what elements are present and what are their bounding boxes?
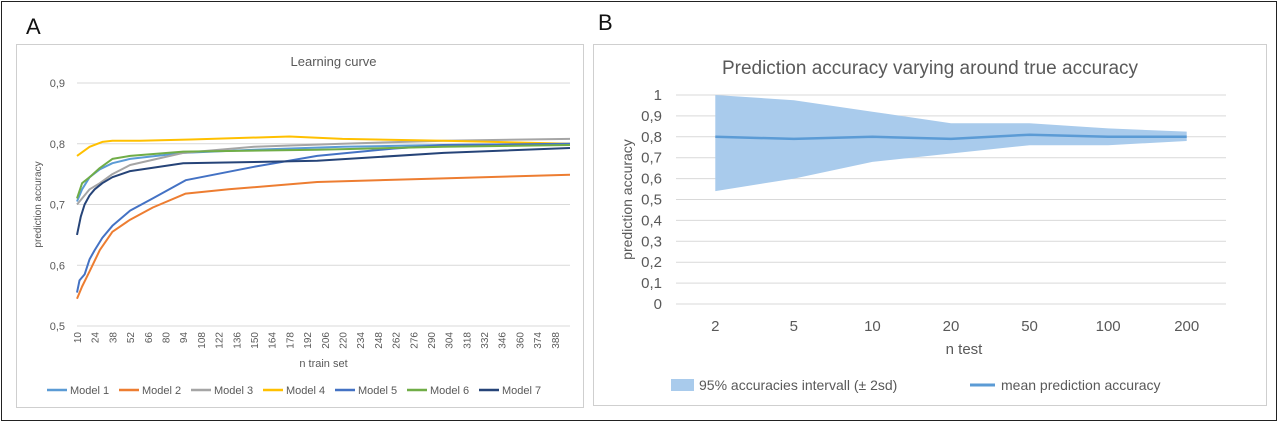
chart-a-x-tick-label: 108 [197,332,208,349]
legend-label-model-4: Model 4 [286,385,325,397]
chart-a-box: Learning curve 0,5 0,6 0,7 0,8 0,9 10 24 38 52 66 8… [16,44,584,408]
chart-b-title: Prediction accuracy varying around true … [722,58,1139,79]
chart-a-x-tick-label: 24 [91,332,102,344]
chart-a-x-tick-label: 248 [374,332,385,349]
chart-b-y-tick-label: 0,5 [641,192,662,209]
chart-a-x-tick-label: 276 [409,332,420,349]
chart-b-x-tick-label: 200 [1174,318,1199,335]
chart-b-x-axis-label: n test [946,341,984,358]
chart-a-x-tick-label: 94 [179,332,190,344]
chart-b-y-tick-label: 0,7 [641,150,662,167]
chart-a-x-tick-label: 52 [126,332,137,344]
chart-a-x-tick-label: 206 [321,332,332,349]
series-line-model-7 [76,147,571,236]
chart-a-x-tick-label: 220 [338,332,349,349]
chart-a-x-tick-label: 66 [144,332,155,344]
chart-a-y-axis-label: prediction accuracy [33,161,44,247]
legend-label-model-1: Model 1 [70,385,109,397]
chart-a-x-tick-label: 374 [533,332,544,349]
chart-a-x-tick-label: 346 [498,332,509,349]
learning-curve-chart: Learning curve 0,5 0,6 0,7 0,8 0,9 10 24 38 52 66 8… [33,54,571,397]
chart-b-x-tick-label: 10 [864,318,881,335]
chart-b-box: Prediction accuracy varying around true … [593,44,1267,406]
chart-b-x-tick-label: 2 [711,318,719,335]
series-line-model-2 [76,173,571,300]
chart-a-x-tick-label: 234 [356,332,367,349]
legend-label-model-3: Model 3 [214,385,253,397]
chart-a-x-tick-label: 388 [551,332,562,349]
chart-a-x-tick-label: 122 [215,332,226,349]
chart-a-x-tick-label: 10 [73,332,84,344]
chart-b-y-axis-label: prediction accuracy [619,139,635,260]
chart-b-y-tick-label: 0,2 [641,254,662,271]
chart-b-x-tick-label: 50 [1021,318,1038,335]
series-line-model-4 [76,135,571,157]
chart-a-x-tick-label: 318 [462,332,473,349]
prediction-accuracy-chart: Prediction accuracy varying around true … [619,58,1226,393]
legend-label-model-7: Model 7 [502,385,541,397]
chart-a-x-tick-label: 304 [445,332,456,349]
chart-a-x-tick-label: 178 [285,332,296,349]
chart-a-x-tick-label: 332 [480,332,491,349]
mean-accuracy-line [715,133,1187,141]
chart-a-y-tick-label: 0,5 [50,321,65,333]
legend-label-confidence-band: 95% accuracies intervall (± 2sd) [699,377,897,393]
chart-a-x-tick-label: 136 [232,332,243,349]
chart-b-x-tick-label: 5 [790,318,798,335]
chart-b-y-tick-label: 0,4 [641,212,662,229]
chart-a-x-tick-label: 192 [303,332,314,349]
legend-label-model-5: Model 5 [358,385,397,397]
chart-b-y-tick-label: 0,8 [641,129,662,146]
chart-b-x-tick-label: 20 [943,318,960,335]
chart-a-x-tick-label: 80 [161,332,172,344]
series-line-model-3 [76,137,571,206]
chart-a-x-tick-label: 150 [250,332,261,349]
chart-b-y-tick-label: 0,1 [641,275,662,292]
chart-a-y-tick-label: 0,7 [50,200,65,212]
chart-b-y-tick-label: 0,3 [641,233,662,250]
panel-b-letter: B [598,10,613,35]
chart-a-y-tick-label: 0,8 [50,139,65,151]
chart-b-x-tick-label: 100 [1096,318,1121,335]
series-line-model-1 [76,142,571,202]
chart-a-x-tick-label: 164 [268,332,279,349]
chart-b-y-tick-label: 0 [654,296,662,313]
series-line-model-6 [76,144,571,199]
chart-a-x-tick-label: 262 [392,332,403,349]
chart-a-y-tick-label: 0,9 [50,78,65,90]
chart-a-x-tick-label: 360 [515,332,526,349]
chart-b-y-tick-label: 0,9 [641,108,662,125]
legend-label-model-6: Model 6 [430,385,469,397]
chart-a-title: Learning curve [291,54,377,69]
series-line-model-5 [76,142,571,293]
legend-label-mean-accuracy: mean prediction accuracy [1001,377,1161,393]
chart-a-y-tick-label: 0,6 [50,260,65,272]
confidence-band-area [715,95,1187,192]
legend-swatch-confidence-band [671,379,694,391]
chart-b-y-tick-label: 1 [654,87,662,104]
chart-a-x-tick-label: 290 [427,332,438,349]
chart-a-x-tick-label: 38 [108,332,119,344]
panel-a-letter: A [26,14,41,39]
legend-label-model-2: Model 2 [142,385,181,397]
chart-a-x-axis-label: n train set [299,358,347,370]
chart-b-y-tick-label: 0,6 [641,171,662,188]
